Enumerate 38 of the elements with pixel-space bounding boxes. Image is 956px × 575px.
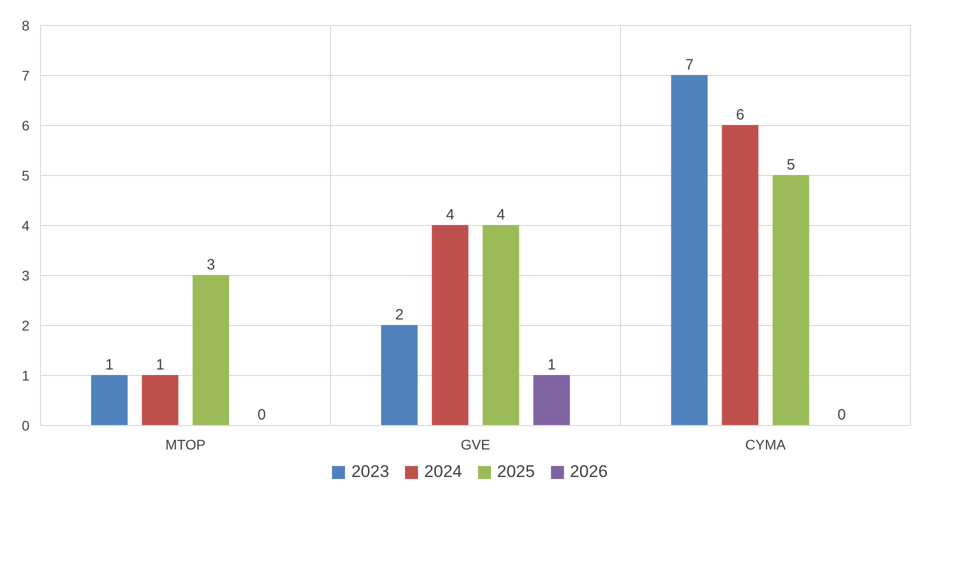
data-label: 1 bbox=[547, 356, 556, 374]
y-tick-label: 0 bbox=[22, 418, 30, 434]
bar bbox=[482, 225, 520, 426]
bar bbox=[91, 375, 128, 426]
legend-label: 2025 bbox=[497, 461, 535, 483]
bar bbox=[533, 375, 570, 426]
x-tick-label: MTOP bbox=[165, 436, 206, 452]
legend-label: 2024 bbox=[424, 461, 462, 483]
y-tick-label: 5 bbox=[22, 168, 30, 184]
bar bbox=[381, 325, 418, 426]
bar bbox=[722, 125, 758, 426]
y-tick-label: 1 bbox=[22, 368, 30, 384]
y-tick-label: 4 bbox=[22, 218, 30, 234]
bar bbox=[671, 75, 708, 426]
bar bbox=[192, 275, 230, 426]
data-label: 4 bbox=[496, 206, 506, 224]
x-tick-label: CYMA bbox=[745, 436, 786, 452]
legend-label: 2023 bbox=[351, 461, 390, 483]
data-label: 1 bbox=[156, 356, 164, 374]
data-label: 0 bbox=[837, 406, 846, 424]
legend-label: 2026 bbox=[570, 461, 608, 483]
y-tick-label: 7 bbox=[22, 68, 30, 84]
bar bbox=[432, 225, 468, 426]
data-label: 5 bbox=[786, 156, 796, 174]
data-label: 2 bbox=[395, 306, 404, 324]
data-label: 6 bbox=[736, 106, 744, 124]
y-tick-label: 3 bbox=[22, 268, 30, 284]
y-tick-label: 6 bbox=[22, 118, 30, 134]
data-label: 3 bbox=[206, 256, 216, 274]
data-label: 7 bbox=[685, 56, 694, 74]
y-tick-label: 8 bbox=[22, 18, 30, 34]
bar bbox=[142, 375, 178, 426]
data-label: 0 bbox=[257, 406, 266, 424]
y-tick-label: 2 bbox=[22, 318, 30, 334]
bar bbox=[772, 175, 810, 426]
x-tick-label: GVE bbox=[460, 436, 490, 452]
data-label: 4 bbox=[446, 206, 454, 224]
data-label: 1 bbox=[105, 356, 114, 374]
